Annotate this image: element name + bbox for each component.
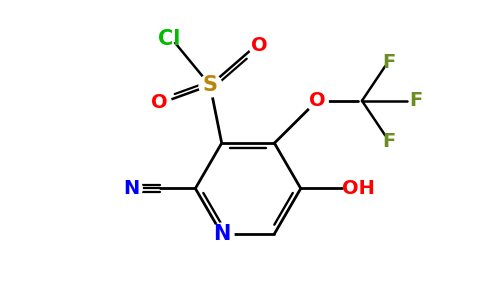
Text: O: O (251, 36, 267, 55)
Text: S: S (203, 75, 218, 95)
Text: N: N (213, 224, 230, 244)
Text: OH: OH (343, 179, 375, 198)
Text: O: O (309, 91, 325, 110)
Text: F: F (382, 132, 396, 151)
Text: F: F (409, 91, 423, 110)
Text: O: O (151, 93, 168, 112)
Text: F: F (382, 53, 396, 72)
Text: N: N (123, 179, 139, 198)
Text: Cl: Cl (158, 29, 180, 49)
